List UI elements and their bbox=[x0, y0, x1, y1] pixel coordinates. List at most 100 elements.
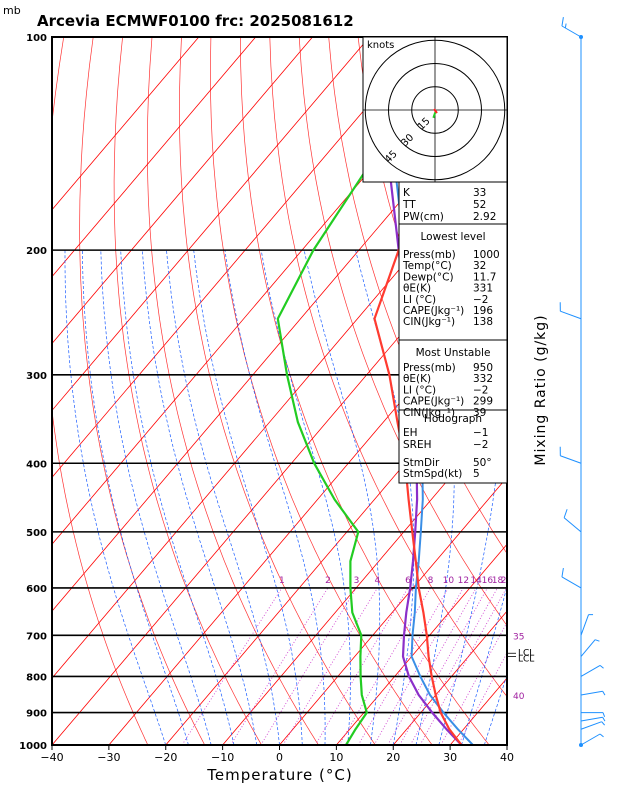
moist-adiabat bbox=[121, 250, 234, 745]
hodo-row-label: StmSpd(kt) bbox=[403, 468, 462, 480]
k-index-label: K bbox=[403, 187, 411, 199]
theta-e-label: 35 bbox=[513, 632, 524, 642]
tt-index-value: 52 bbox=[473, 199, 486, 211]
wind-barb-flag bbox=[603, 717, 605, 721]
wind-barb-flag bbox=[603, 713, 605, 717]
dry-adiabat bbox=[147, 37, 318, 745]
mixing-ratio-label: 25 bbox=[520, 576, 531, 586]
wind-barb-flag bbox=[600, 734, 603, 737]
lowest-row-value: 331 bbox=[473, 283, 493, 295]
mixing-ratio-line bbox=[261, 588, 357, 745]
mixing-ratio-label: 10 bbox=[443, 576, 455, 586]
hodo-row-value: −1 bbox=[473, 427, 488, 439]
lowest-row-label: Dewp(°C) bbox=[403, 271, 454, 283]
unstable-row-value: −2 bbox=[473, 384, 488, 396]
dry-adiabat bbox=[594, 37, 618, 745]
pressure-label: 800 bbox=[26, 672, 47, 683]
wind-barb-staff bbox=[581, 722, 602, 730]
wind-barb-staff bbox=[562, 577, 581, 588]
isotherm bbox=[564, 37, 618, 745]
unstable-row-label: LI (°C) bbox=[403, 384, 436, 396]
x-tick-label: 30 bbox=[443, 751, 457, 764]
lowest-row-label: θE(K) bbox=[403, 283, 431, 295]
pressure-label: 200 bbox=[26, 246, 47, 257]
mixing-ratio-line bbox=[420, 588, 506, 745]
wind-barb-staff bbox=[581, 717, 603, 721]
wind-barb-flag bbox=[562, 568, 563, 577]
mixing-ratio-line bbox=[388, 588, 476, 745]
unstable-row-value: 332 bbox=[473, 373, 493, 385]
x-tick-label: −30 bbox=[97, 751, 120, 764]
lowest-row-label: Temp(°C) bbox=[402, 260, 452, 272]
lowest-level-title: Lowest level bbox=[420, 231, 485, 243]
pressure-label: 900 bbox=[26, 709, 47, 720]
hodo-row-value: 5 bbox=[473, 468, 480, 480]
hodo-row-value: −2 bbox=[473, 439, 488, 451]
lowest-row-label: Press(mb) bbox=[403, 249, 456, 261]
unstable-row-label: CAPE(Jkg⁻¹) bbox=[403, 396, 464, 408]
hodograph-index-title: Hodograph bbox=[424, 413, 482, 425]
wind-barb-flag bbox=[603, 691, 605, 695]
tt-index-label: TT bbox=[402, 199, 416, 211]
lowest-row-value: 196 bbox=[473, 305, 493, 317]
mixing-ratio-label: 30 bbox=[536, 576, 548, 586]
wind-barb-staff bbox=[560, 311, 581, 319]
wind-barb-staff bbox=[581, 691, 603, 695]
dry-adiabat bbox=[44, 37, 148, 745]
x-tick-label: 10 bbox=[329, 751, 343, 764]
lowest-row-label: LI (°C) bbox=[403, 294, 436, 306]
pressure-unit: mb bbox=[3, 4, 21, 17]
wind-barb-flag bbox=[595, 640, 599, 641]
mixing-ratio-label: 8 bbox=[428, 576, 434, 586]
wind-barb-staff bbox=[581, 734, 600, 745]
mixing-ratio-label: 14 bbox=[470, 576, 482, 586]
dry-adiabat bbox=[564, 37, 618, 745]
pressure-label: 300 bbox=[26, 371, 47, 382]
hodo-row-label: SREH bbox=[403, 439, 432, 451]
lowest-row-value: 138 bbox=[473, 316, 493, 328]
wind-barb-staff bbox=[581, 665, 600, 676]
mixing-ratio-line bbox=[358, 588, 448, 745]
theta-e-label: 40 bbox=[513, 692, 525, 702]
lowest-row-label: CAPE(Jkg⁻¹) bbox=[403, 305, 464, 317]
unstable-row-label: θE(K) bbox=[403, 373, 431, 385]
wind-barb-flag bbox=[602, 722, 605, 725]
mixing-ratio-label: 3 bbox=[354, 576, 360, 586]
lowest-row-label: CIN(Jkg⁻¹) bbox=[403, 316, 455, 328]
unstable-row-label: Press(mb) bbox=[403, 362, 456, 374]
wind-barb-flag bbox=[564, 509, 567, 517]
pressure-label: 700 bbox=[26, 631, 47, 642]
moist-adiabat bbox=[507, 250, 618, 745]
hodo-row-label: EH bbox=[403, 427, 418, 439]
isotherm bbox=[0, 37, 369, 745]
x-tick-label: −40 bbox=[40, 751, 63, 764]
pw-index-label: PW(cm) bbox=[403, 211, 444, 223]
k-index-value: 33 bbox=[473, 187, 486, 199]
x-tick-label: −20 bbox=[154, 751, 177, 764]
pressure-label: 100 bbox=[26, 33, 47, 44]
mixing-ratio-label: 1 bbox=[279, 576, 285, 586]
mixing-ratio-label: 12 bbox=[458, 576, 469, 586]
indices-panel: K 33 TT 52 PW(cm) 2.92 Lowest level Press(mb) 10… bbox=[399, 182, 507, 483]
wind-barb-flag bbox=[600, 665, 603, 668]
mixing-ratio-label: Mixing Ratio (g/kg) bbox=[533, 314, 549, 465]
x-axis-label: Temperature (°C) bbox=[206, 766, 352, 784]
pw-index-value: 2.92 bbox=[473, 211, 496, 223]
unstable-row-value: 299 bbox=[473, 396, 493, 408]
x-tick-label: 20 bbox=[386, 751, 400, 764]
x-tick-label: −10 bbox=[211, 751, 234, 764]
pressure-label: 400 bbox=[26, 459, 47, 470]
wind-barb-flag bbox=[565, 24, 566, 28]
lowest-row-value: 11.7 bbox=[473, 271, 496, 283]
lowest-row-value: 32 bbox=[473, 260, 486, 272]
mixing-ratio-label: 2 bbox=[325, 576, 331, 586]
moist-adiabat bbox=[142, 250, 256, 745]
mixing-ratio-line bbox=[441, 588, 526, 745]
lcl-label: LCL bbox=[518, 655, 534, 665]
wind-barb-staff bbox=[562, 26, 581, 37]
lowest-row-value: 1000 bbox=[473, 249, 500, 261]
wind-barb-staff bbox=[560, 456, 581, 464]
